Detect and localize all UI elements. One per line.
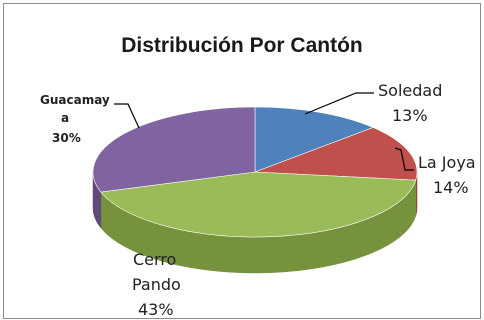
slice-label-guacamaya-2: a [61,111,69,125]
slice-label-cerropando: Cerro [133,250,176,269]
slice-pct-guacamaya: 30% [52,131,81,145]
leader-line-lajoya [394,147,414,171]
slice-pct-cerropando: 43% [138,300,174,319]
slice-label-lajoya: La Joya [418,153,476,172]
chart-title: Distribución Por Cantón [121,34,363,57]
pie-slice-cerropando [100,171,417,238]
leader-line-soledad [304,92,374,115]
leader-line-guacamaya [114,103,140,129]
pie-slice-lajoya [254,127,418,181]
pie-slice-soledad [254,106,374,173]
slice-label-cerropando-2: Pando [132,275,181,294]
slice-pct-soledad: 13% [392,106,428,125]
pie-slice-guacamaya [92,106,256,193]
slice-label-guacamaya: Guacamay [40,93,110,107]
slice-label-soledad: Soledad [378,81,442,100]
slice-pct-lajoya: 14% [433,178,469,197]
